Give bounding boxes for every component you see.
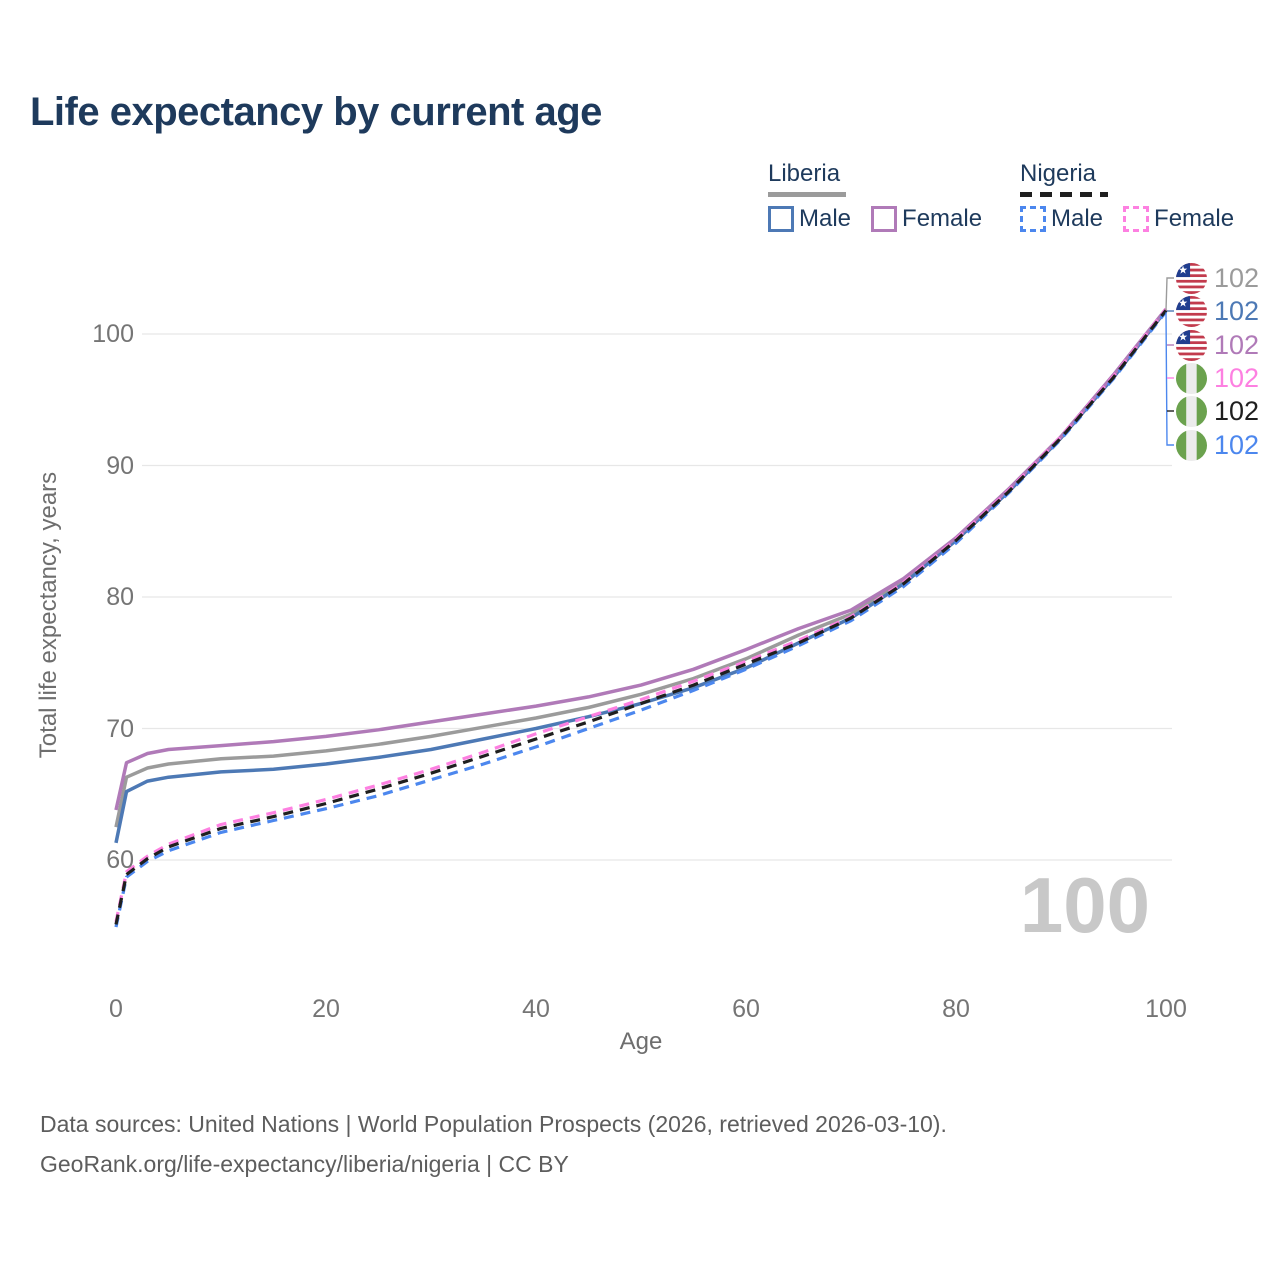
x-tick-label-80: 80 [942,995,970,1023]
legend-item-liberia-female[interactable]: Female [871,205,982,233]
end-label-connector-bottom [1165,312,1174,446]
y-tick-label-70: 70 [106,714,134,743]
y-tick-label-60: 60 [106,846,134,874]
legend-item-label: Male [1051,205,1104,232]
x-tick-label-20: 20 [312,995,340,1023]
legend-item-nigeria-female[interactable]: Female [1123,205,1234,233]
end-label-value: 102 [1214,396,1260,426]
x-tick-label-0: 0 [109,995,123,1023]
legend-group-liberia: Liberia Male Female [768,160,982,233]
end-label-row-liberia-2: 102 [1176,329,1259,361]
legend-country-nigeria[interactable]: Nigeria [1020,160,1097,187]
y-tick-label-80: 80 [106,583,134,611]
nigeria-flag-icon [1176,429,1207,461]
x-axis-title: Age [619,1028,663,1055]
x-tick-label-100: 100 [1145,995,1187,1023]
age-watermark: 100 [1019,861,1150,949]
nigeria-female-swatch-icon [1123,206,1150,232]
legend-item-liberia-male[interactable]: Male [768,205,851,233]
series-line-nigeria_female[interactable] [114,308,1168,923]
legend-group-nigeria: Nigeria Male Female [1020,160,1234,233]
end-label-value: 102 [1214,296,1260,326]
nigeria-flag-icon [1176,362,1207,394]
end-label-value: 102 [1214,430,1260,460]
end-label-row-liberia-1: 102 [1176,295,1259,327]
end-label-row-nigeria-3: 102 [1176,362,1259,394]
end-label-row-liberia-0: 102 [1176,262,1259,294]
series-line-nigeria_male[interactable] [114,310,1168,928]
y-tick-label-90: 90 [106,451,134,480]
y-tick-label-100: 100 [92,320,134,348]
end-label-row-nigeria-4: 102 [1176,395,1259,427]
footer-sources-line: Data sources: United Nations | World Pop… [40,1111,947,1137]
x-tick-label-60: 60 [732,995,760,1023]
legend-item-nigeria-male[interactable]: Male [1020,205,1103,233]
footer: Data sources: United Nations | World Pop… [40,1104,947,1184]
end-label-value: 102 [1214,330,1260,360]
series-line-liberia_male[interactable] [114,309,1168,844]
legend-item-label: Male [799,205,852,232]
series-line-liberia_female[interactable] [114,307,1168,811]
legend-item-label: Female [1154,205,1235,232]
x-tick-label-40: 40 [522,995,550,1023]
footer-url-line: GeoRank.org/life-expectancy/liberia/nige… [40,1151,569,1177]
end-label-value: 102 [1214,263,1260,293]
nigeria-flag-icon [1176,395,1207,427]
series-line-liberia_both[interactable] [114,309,1168,828]
liberia-flag-icon [1176,262,1207,294]
liberia-flag-icon [1176,295,1207,327]
liberia-male-swatch-icon [768,206,794,232]
liberia-flag-icon [1176,329,1207,361]
end-label-row-nigeria-5: 102 [1176,429,1259,461]
nigeria-line-style-swatch [1020,192,1108,197]
page-title: Life expectancy by current age [30,90,602,134]
liberia-line-style-swatch [768,192,846,197]
liberia-female-swatch-icon [871,206,898,232]
y-axis-title: Total life expectancy, years [35,471,62,759]
legend-country-liberia[interactable]: Liberia [768,160,841,187]
end-label-value: 102 [1214,363,1260,393]
legend-item-label: Female [902,205,983,232]
series-line-nigeria_both[interactable] [114,309,1168,925]
nigeria-male-swatch-icon [1020,206,1046,232]
end-label-connector-top [1165,277,1174,311]
